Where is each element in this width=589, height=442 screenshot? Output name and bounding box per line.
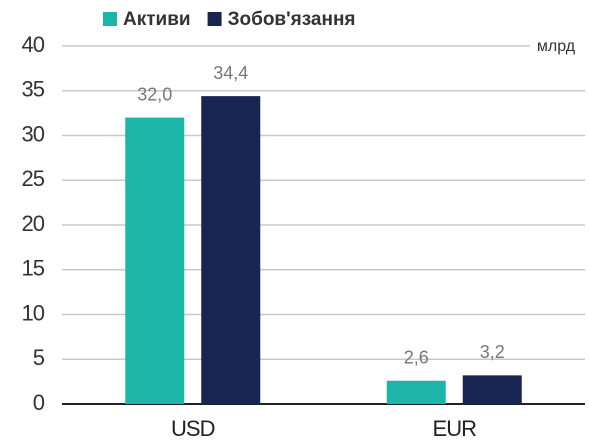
y-tick-label: 10: [22, 300, 45, 325]
bar: [386, 380, 446, 404]
bar: [125, 117, 185, 404]
bar: [201, 96, 261, 405]
y-tick-label: 30: [22, 121, 45, 146]
value-label: 3,2: [480, 342, 505, 362]
bar: [462, 375, 522, 404]
y-tick-label: 5: [33, 345, 45, 370]
legend-label: Зобов'язання: [228, 9, 356, 30]
x-tick-label: USD: [171, 416, 215, 441]
value-label: 32,0: [137, 84, 172, 104]
y-tick-label: 0: [33, 390, 45, 415]
legend-swatch: [207, 12, 222, 26]
y-tick-label: 20: [22, 211, 45, 236]
value-label: 2,6: [404, 347, 429, 367]
y-tick-label: 15: [22, 256, 45, 281]
y-unit: млрд: [537, 38, 576, 55]
legend-label: Активи: [123, 9, 191, 30]
value-label: 34,4: [213, 63, 248, 83]
legend-swatch: [103, 12, 117, 26]
y-tick-label: 25: [22, 166, 45, 191]
y-tick-label: 40: [22, 32, 45, 57]
y-tick-label: 35: [22, 77, 45, 102]
x-tick-label: EUR: [433, 416, 477, 441]
